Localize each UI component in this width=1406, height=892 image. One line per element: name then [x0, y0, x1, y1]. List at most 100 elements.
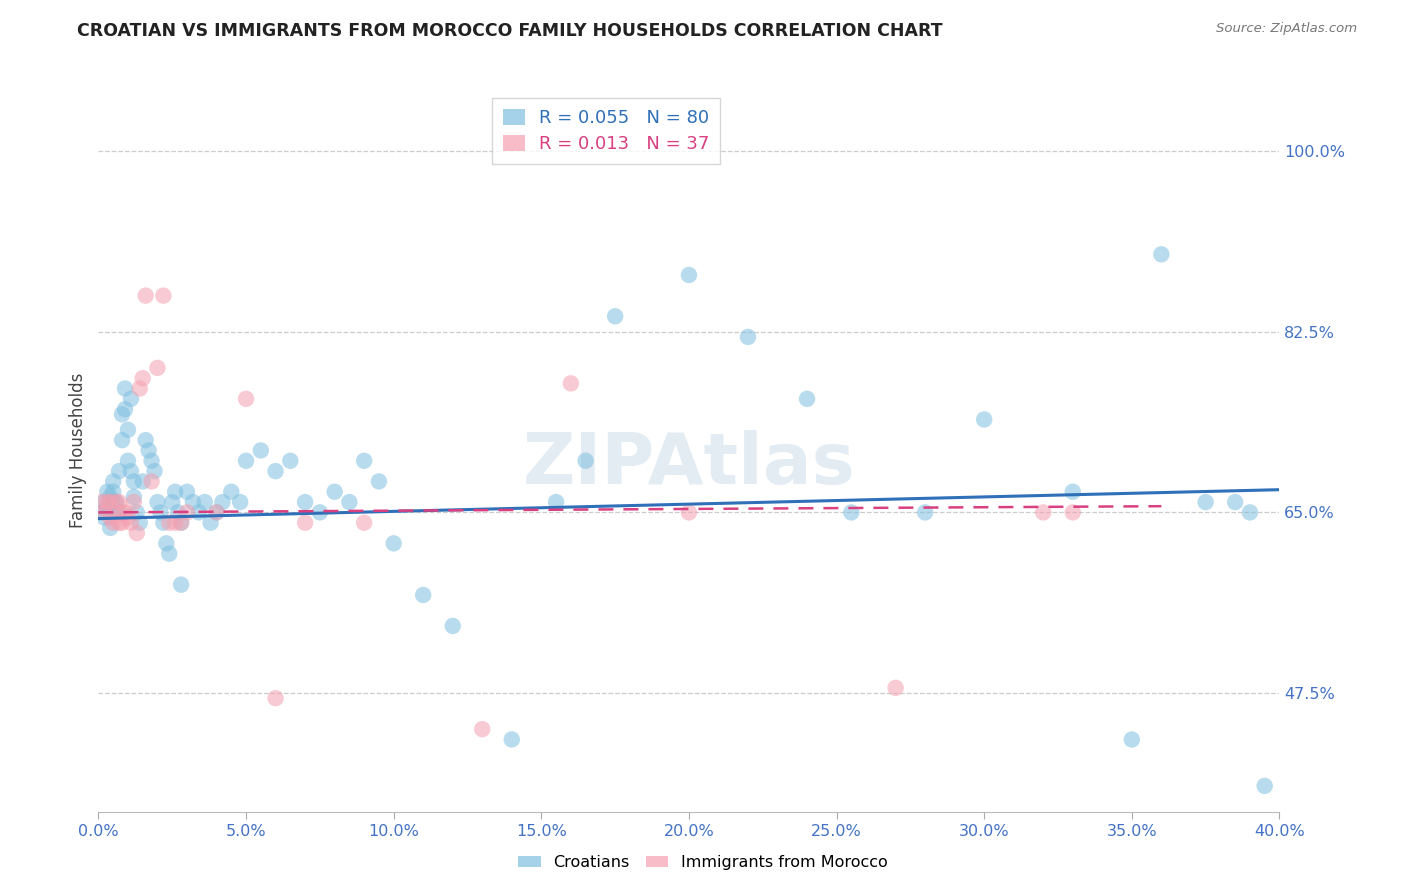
Point [122, 490, 145, 504]
Point [146, 360, 169, 375]
Point [1032, 505, 1054, 519]
Point [280, 454, 302, 468]
Point [117, 510, 139, 524]
Point [125, 526, 148, 541]
Text: Source: ZipAtlas.com: Source: ZipAtlas.com [1216, 22, 1357, 36]
Point [128, 516, 150, 530]
Point [117, 423, 139, 437]
Point [605, 310, 627, 324]
Point [122, 495, 145, 509]
Point [111, 407, 134, 422]
Point [108, 505, 131, 519]
Point [176, 484, 198, 499]
Point [678, 505, 700, 519]
Point [108, 516, 131, 530]
Point [841, 505, 863, 519]
Point [98, 510, 121, 524]
Point [1239, 505, 1261, 519]
Point [149, 505, 172, 519]
Point [111, 505, 134, 519]
Point [141, 475, 163, 489]
Point [111, 516, 134, 530]
Point [103, 495, 125, 509]
Point [128, 382, 150, 396]
Point [103, 516, 125, 530]
Point [264, 691, 287, 706]
Point [111, 433, 134, 447]
Point [353, 516, 375, 530]
Point [120, 516, 142, 530]
Point [90, 505, 112, 519]
Point [125, 505, 148, 519]
Point [205, 505, 228, 519]
Point [176, 505, 198, 519]
Point [132, 475, 155, 489]
Point [211, 495, 233, 509]
Point [229, 495, 252, 509]
Point [264, 464, 287, 478]
Point [441, 619, 464, 633]
Point [339, 495, 361, 509]
Point [122, 475, 145, 489]
Point [93, 505, 115, 519]
Legend: R = 0.055   N = 80, R = 0.013   N = 37: R = 0.055 N = 80, R = 0.013 N = 37 [492, 98, 720, 163]
Point [170, 577, 193, 591]
Point [108, 464, 131, 478]
Point [546, 495, 568, 509]
Point [90, 495, 112, 509]
Point [170, 516, 193, 530]
Point [235, 454, 257, 468]
Point [914, 505, 936, 519]
Point [1195, 495, 1218, 509]
Point [165, 484, 187, 499]
Point [323, 484, 346, 499]
Point [1062, 484, 1084, 499]
Text: CROATIAN VS IMMIGRANTS FROM MOROCCO FAMILY HOUSEHOLDS CORRELATION CHART: CROATIAN VS IMMIGRANTS FROM MOROCCO FAMI… [77, 22, 943, 40]
Point [1254, 779, 1277, 793]
Point [105, 495, 128, 509]
Point [105, 495, 128, 509]
Point [114, 402, 136, 417]
Point [368, 475, 391, 489]
Point [143, 464, 166, 478]
Point [120, 392, 142, 406]
Point [93, 495, 115, 509]
Y-axis label: Family Households: Family Households [69, 373, 87, 528]
Point [1062, 505, 1084, 519]
Point [737, 330, 759, 344]
Legend: Croatians, Immigrants from Morocco: Croatians, Immigrants from Morocco [512, 849, 894, 877]
Point [170, 516, 193, 530]
Point [678, 268, 700, 282]
Point [200, 516, 222, 530]
Point [135, 288, 157, 302]
Point [108, 495, 131, 509]
Point [98, 521, 121, 535]
Point [117, 454, 139, 468]
Point [114, 382, 136, 396]
Point [146, 495, 169, 509]
Point [471, 722, 494, 736]
Point [575, 454, 598, 468]
Point [1225, 495, 1247, 509]
Point [973, 412, 995, 426]
Point [205, 505, 228, 519]
Point [250, 443, 273, 458]
Point [382, 536, 405, 550]
Point [114, 505, 136, 519]
Point [353, 454, 375, 468]
Point [132, 371, 155, 385]
Point [501, 732, 523, 747]
Point [103, 484, 125, 499]
Point [167, 505, 190, 519]
Point [155, 536, 177, 550]
Point [181, 495, 204, 509]
Point [120, 464, 142, 478]
Point [138, 443, 160, 458]
Point [152, 288, 174, 302]
Point [309, 505, 332, 519]
Point [96, 484, 118, 499]
Point [221, 484, 243, 499]
Point [96, 495, 118, 509]
Point [187, 505, 209, 519]
Point [98, 490, 121, 504]
